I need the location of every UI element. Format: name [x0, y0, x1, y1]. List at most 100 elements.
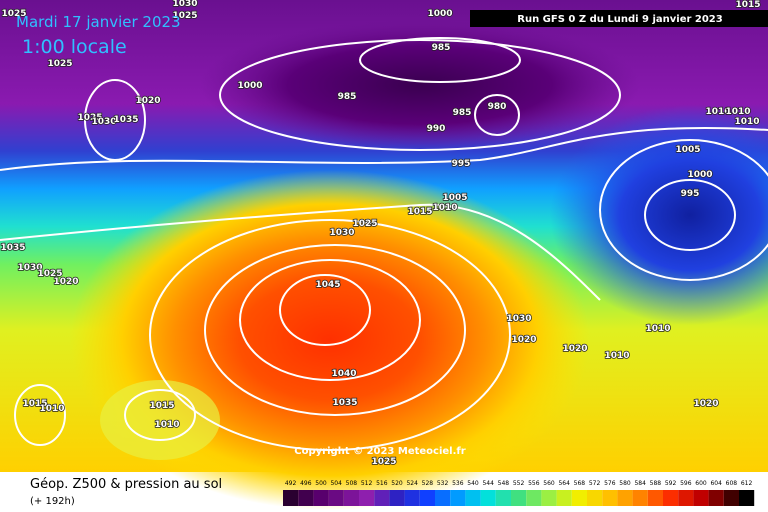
isobar: [0, 127, 768, 171]
isobar: [599, 139, 768, 281]
isobar-label: 1025: [77, 113, 102, 123]
isobar-label: 1020: [511, 335, 536, 345]
scale-swatch: [587, 490, 603, 506]
scale-swatch: [389, 490, 405, 506]
scale-label: 584: [634, 480, 646, 487]
scale-label: 568: [574, 480, 586, 487]
scale-swatch: [556, 490, 572, 506]
isobar-label: 1030: [17, 263, 42, 273]
isobar-label: 1025: [1, 9, 26, 19]
scale-label: 536: [452, 480, 464, 487]
scale-label: 608: [726, 480, 738, 487]
scale-label: 512: [361, 480, 373, 487]
legend: Géop. Z500 & pression au sol (+ 192h) 49…: [30, 477, 755, 507]
isobar: [149, 219, 511, 451]
isobar-label: 1015: [149, 401, 174, 411]
low-pressure-zone: [550, 105, 768, 325]
scale-label: 544: [482, 480, 494, 487]
scale-label: 528: [422, 480, 434, 487]
scale-label: 500: [315, 480, 327, 487]
isobar: [219, 39, 621, 151]
pressure-zone: [100, 380, 220, 460]
scale-swatch: [359, 490, 375, 506]
isobar-label: 1015: [407, 207, 432, 217]
scale-label: 516: [376, 480, 388, 487]
isobar-label: 1015: [22, 399, 47, 409]
isobar-label: 1025: [37, 269, 62, 279]
isobar-label: 1035: [113, 115, 138, 125]
isobar-label: 1000: [687, 170, 712, 180]
isobar-label: 1025: [172, 11, 197, 21]
scale-label: 520: [391, 480, 403, 487]
isobar-label: 1020: [693, 399, 718, 409]
scale-label: 560: [543, 480, 555, 487]
scale-label: 596: [680, 480, 692, 487]
scale-label: 532: [437, 480, 449, 487]
scale-label: 600: [695, 480, 707, 487]
isobar-label: 1005: [675, 145, 700, 155]
isobar: [204, 244, 466, 416]
low-pressure-zone: [200, 20, 640, 150]
scale-label: 524: [406, 480, 418, 487]
scale-swatch: [723, 490, 739, 506]
isobar-label: 1010: [705, 107, 730, 117]
scale-swatch: [617, 490, 633, 506]
isobar-label: 980: [488, 102, 507, 112]
scale-label: 612: [741, 480, 753, 487]
isobar: [239, 259, 421, 381]
isobar-label: 1025: [352, 219, 377, 229]
isobar-label: 995: [681, 189, 700, 199]
isobar-label: 1000: [427, 9, 452, 19]
scale-swatch: [374, 490, 390, 506]
lead-time: (+ 192h): [30, 496, 75, 507]
scale-label: 592: [665, 480, 677, 487]
scale-label: 564: [558, 480, 570, 487]
scale-swatch: [465, 490, 481, 506]
scale-label: 576: [604, 480, 616, 487]
isobar-label: 990: [427, 124, 446, 134]
isobar-label: 1035: [332, 398, 357, 408]
isobar-label: 1010: [39, 404, 64, 414]
scale-label: 540: [467, 480, 479, 487]
scale-swatch: [404, 490, 420, 506]
scale-label: 548: [498, 480, 510, 487]
scale-label: 496: [300, 480, 312, 487]
isobar-label: 1020: [135, 96, 160, 106]
isobar: [84, 79, 146, 161]
scale-swatch: [708, 490, 724, 506]
scale-swatch: [298, 490, 314, 506]
isobar-label: 1025: [371, 457, 396, 467]
isobar-label: 1035: [0, 243, 25, 253]
scale-swatch: [678, 490, 694, 506]
isobar-label: 1015: [735, 0, 760, 10]
scale-swatch: [283, 490, 299, 506]
isobar-label: 1000: [237, 81, 262, 91]
isobar-label: 1030: [329, 228, 354, 238]
forecast-time: 1:00 locale: [22, 36, 127, 58]
isobar-label: 1030: [172, 0, 197, 9]
isobar-label: 1030: [506, 314, 531, 324]
scale-label: 504: [330, 480, 342, 487]
scale-swatch: [511, 490, 527, 506]
scale-swatch: [693, 490, 709, 506]
isobar: [0, 203, 601, 301]
isobar-label: 985: [453, 108, 472, 118]
isobar-label: 1010: [734, 117, 759, 127]
scale-swatch: [343, 490, 359, 506]
scale-label: 572: [589, 480, 601, 487]
isobar: [124, 389, 196, 441]
scale-label: 552: [513, 480, 525, 487]
color-scale: 492 496 500 504 508 512 516 520 524 528 532 536 540 5…: [283, 480, 755, 506]
scale-label: 556: [528, 480, 540, 487]
scale-swatch: [571, 490, 587, 506]
scale-swatch: [647, 490, 663, 506]
isobar-label: 1020: [53, 277, 78, 287]
scale-swatch: [435, 490, 451, 506]
scale-swatch: [328, 490, 344, 506]
copyright: Copyright © 2023 Meteociel.fr: [294, 446, 465, 457]
isobar-label: 1040: [331, 369, 356, 379]
isobar: [279, 274, 371, 346]
scale-swatch: [419, 490, 435, 506]
